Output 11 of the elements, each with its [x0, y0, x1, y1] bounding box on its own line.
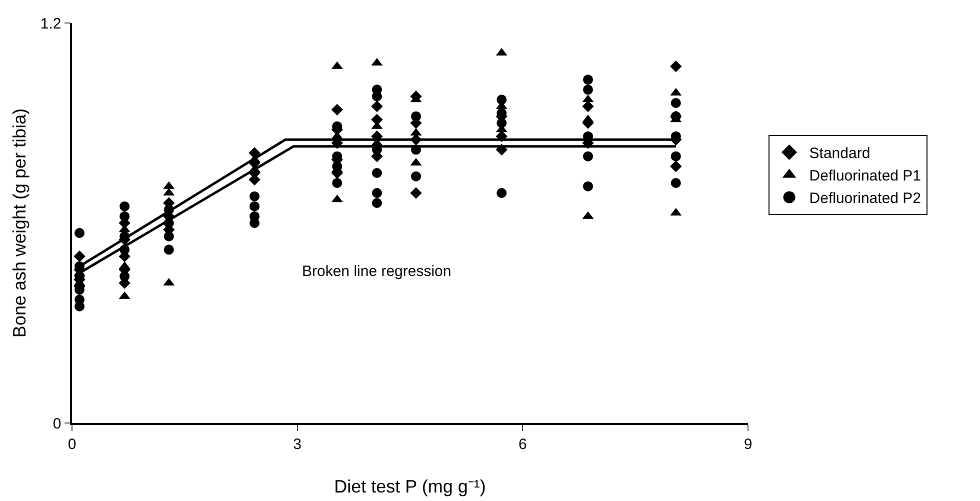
y-axis-title: Bone ash weight (g per tibia)	[10, 108, 30, 338]
x-tick-label: 9	[744, 436, 752, 453]
annotation: Broken line regression	[302, 263, 452, 280]
x-tick-label: 6	[518, 436, 527, 453]
legend-label: Defluorinated P1	[809, 168, 922, 185]
legend-label: Defluorinated P2	[809, 190, 922, 208]
legend-label: Standard	[809, 145, 870, 162]
x-tick-label: 0	[68, 436, 76, 453]
y-tick-label: 1.2	[40, 15, 62, 32]
x-axis-title: Diet test P (mg g⁻¹)	[334, 476, 486, 496]
x-tick-label: 3	[293, 436, 302, 453]
